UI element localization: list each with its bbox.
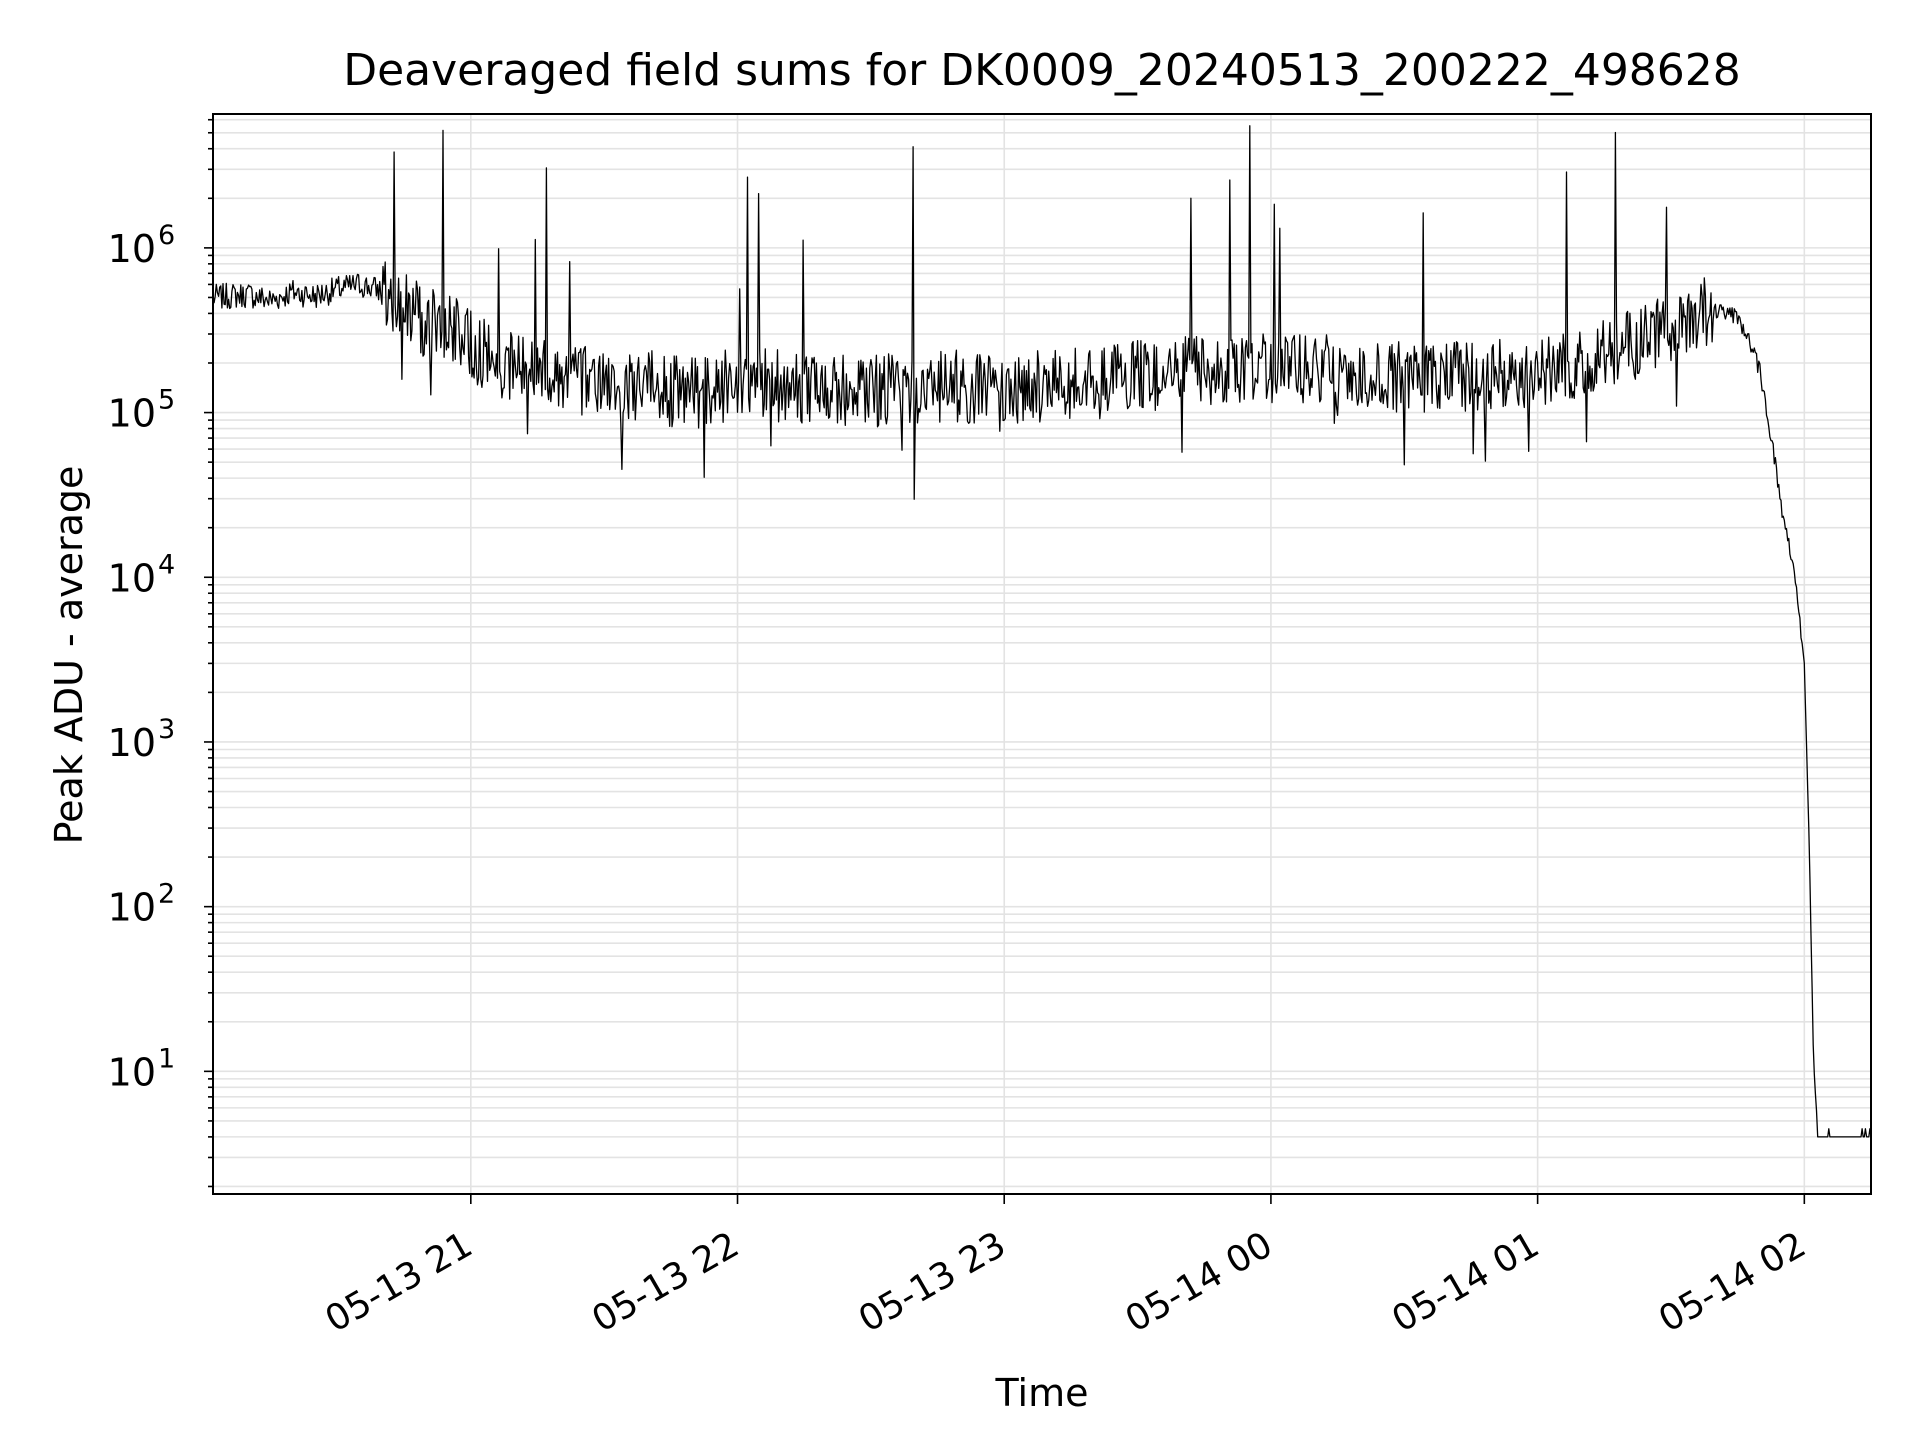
y-tick-label: 10 2 (108, 879, 176, 930)
y-tick-base: 10 (108, 392, 156, 436)
y-axis-label: Peak ADU - average (47, 466, 91, 845)
y-tick-exponent: 3 (158, 714, 175, 745)
y-tick-base: 10 (108, 556, 156, 600)
y-tick-label: 10 5 (108, 385, 176, 436)
y-tick-base: 10 (108, 886, 156, 930)
y-tick-base: 10 (108, 227, 156, 271)
y-tick-exponent: 2 (158, 879, 175, 910)
y-tick-exponent: 5 (158, 385, 175, 416)
y-tick-exponent: 6 (158, 220, 175, 251)
y-tick-base: 10 (108, 1050, 156, 1094)
plot-frame (212, 113, 1872, 1195)
grid (213, 114, 1871, 1194)
y-tick-label: 10 1 (108, 1043, 176, 1094)
axis-ticks (204, 118, 1806, 1204)
y-tick-exponent: 4 (158, 549, 175, 580)
y-tick-exponent: 1 (158, 1043, 175, 1074)
y-tick-label: 10 3 (108, 714, 176, 765)
series-line (212, 125, 1872, 1138)
y-tick-label: 10 6 (108, 220, 176, 271)
chart-title: Deaveraged field sums for DK0009_2024051… (343, 45, 1741, 96)
y-tick-base: 10 (108, 721, 156, 765)
plot-area (212, 125, 1872, 1138)
y-tick-label: 10 4 (108, 549, 176, 600)
x-axis-label: Time (995, 1371, 1089, 1415)
